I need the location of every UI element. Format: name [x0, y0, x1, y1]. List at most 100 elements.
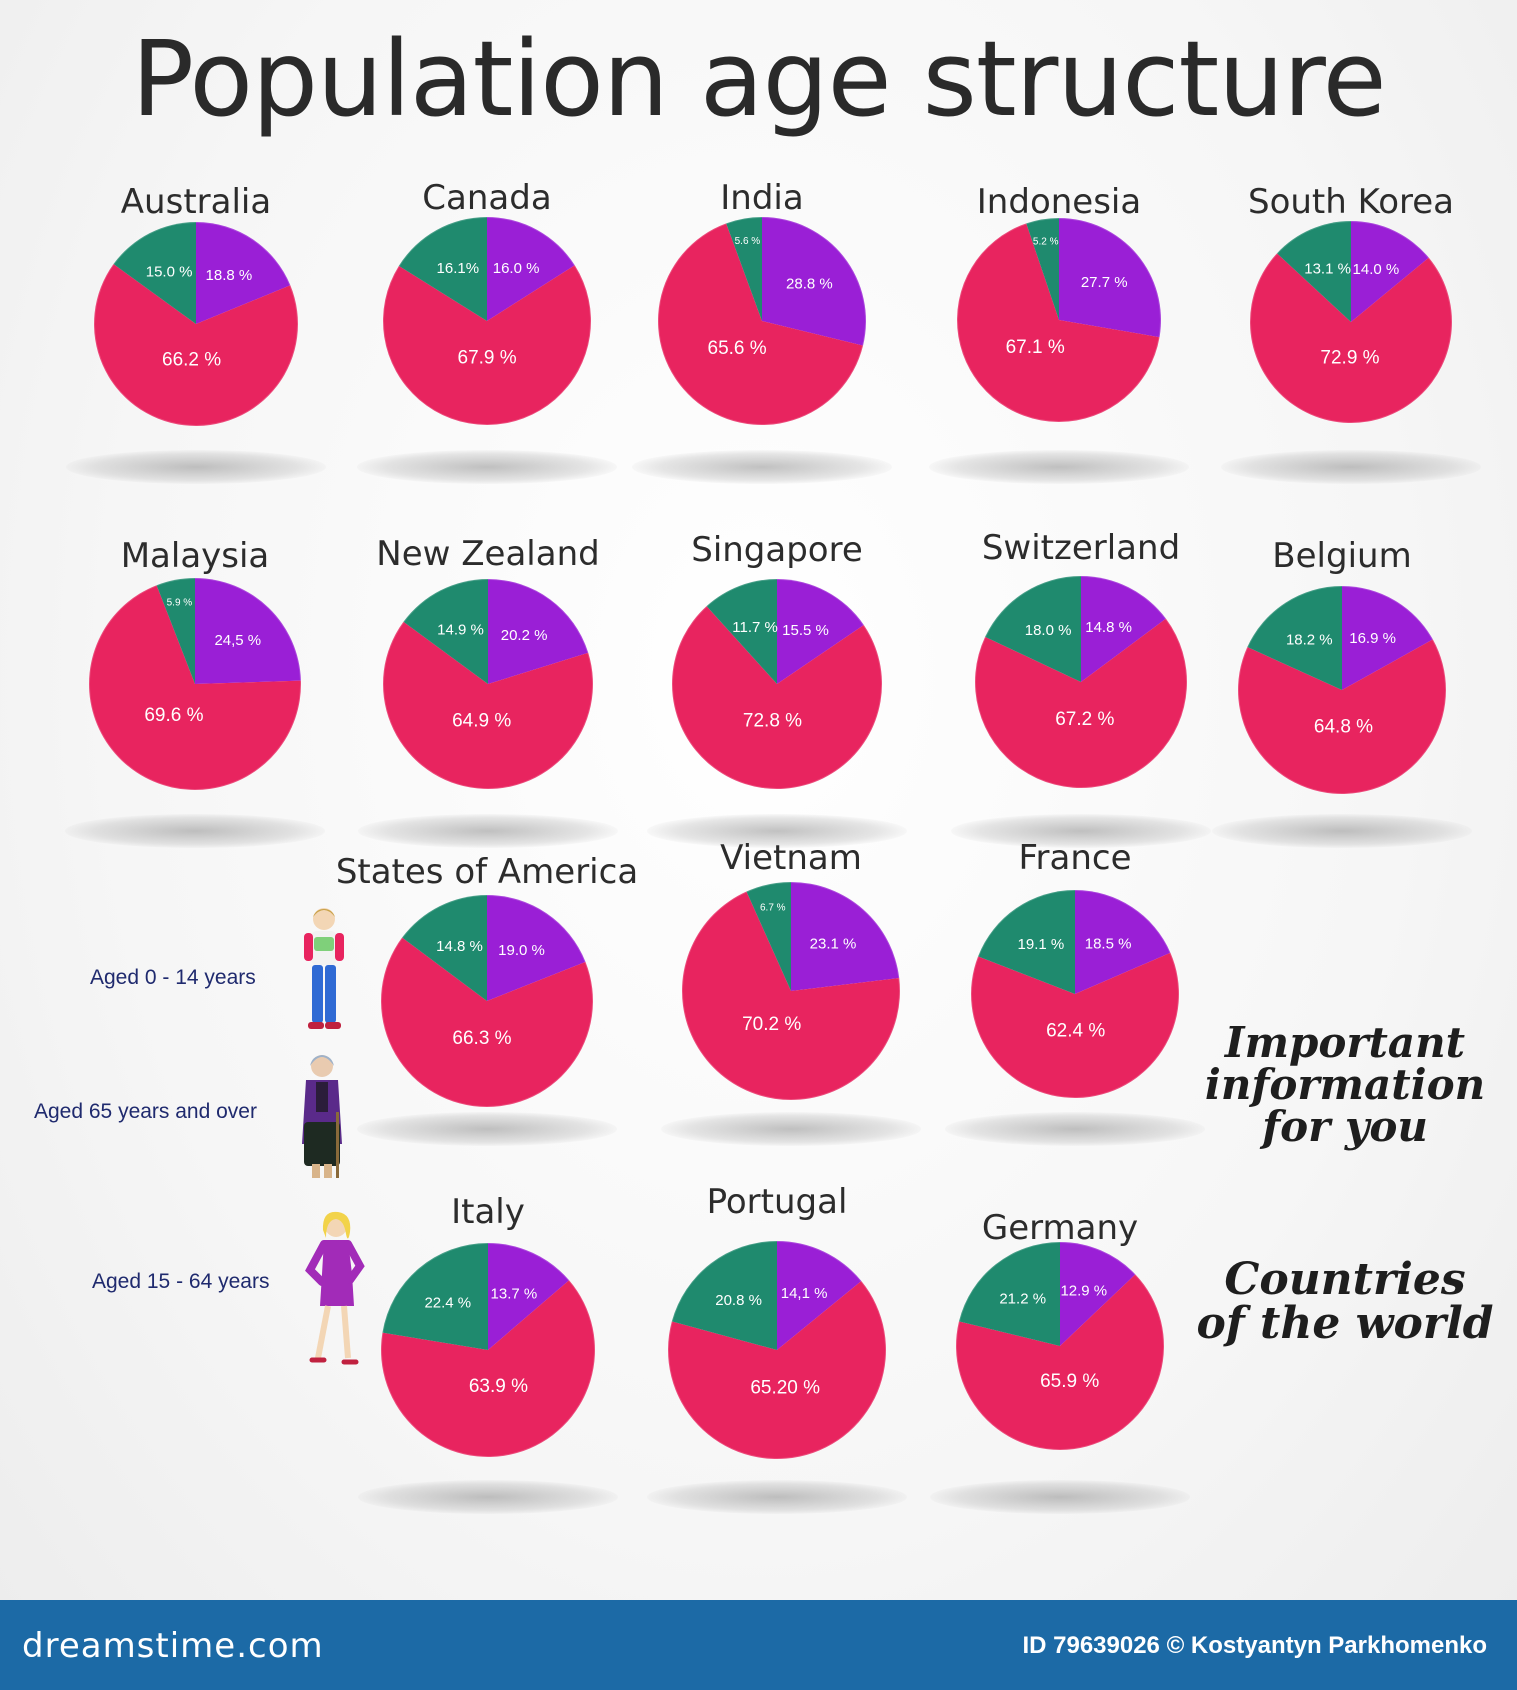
pie-chart-france: 18.5 % 62.4 % 19.1 %: [970, 889, 1180, 1099]
data-label-aged-15-64: 64.8 %: [1314, 716, 1373, 737]
pie-slice-aged-65-over: [726, 217, 762, 321]
pie-slice-aged-15-64: [667, 1280, 886, 1460]
pie-slice-aged-0-14: [791, 882, 900, 991]
pie-slice-aged-0-14: [196, 222, 291, 324]
data-label-aged-65-over: 20.8 %: [715, 1292, 762, 1309]
pie-chart-italy: 13.7 % 63.9 % 22.4 %: [380, 1242, 596, 1458]
pie-slice-aged-0-14: [488, 1243, 570, 1350]
pie-chart-germany: 12.9 % 65.9 % 21.2 %: [955, 1241, 1165, 1451]
pie-chart-switzerland: 14.8 % 67.2 % 18.0 %: [974, 575, 1188, 789]
data-label-aged-65-over: 18.2 %: [1286, 631, 1333, 648]
pie-chart-south-korea: 14.0 % 72.9 % 13.1 %: [1249, 220, 1453, 424]
pie-slice-aged-0-14: [487, 217, 575, 321]
data-label-aged-15-64: 72.8 %: [743, 711, 802, 732]
data-label-aged-0-14: 27.7 %: [1081, 274, 1128, 291]
pie-slice-aged-15-64: [94, 264, 299, 426]
data-label-aged-0-14: 18.5 %: [1085, 936, 1132, 953]
pie-rim: [974, 575, 1188, 789]
pie-shadow-switzerland: [951, 814, 1211, 848]
pie-rim: [1249, 220, 1453, 424]
data-label-aged-65-over: 13.1 %: [1304, 260, 1351, 277]
pie-slice-aged-0-14: [487, 895, 586, 1001]
pie-chart-portugal: 14,1 % 65.20 % 20.8 %: [667, 1240, 887, 1460]
country-name-belgium: Belgium: [1272, 536, 1412, 576]
pie-shadow-germany: [930, 1480, 1190, 1514]
pie-chart-indonesia: 27.7 % 67.1 % 5.2 %: [956, 217, 1162, 423]
pie-slice-aged-15-64: [89, 585, 302, 790]
data-label-aged-0-14: 20.2 %: [501, 627, 548, 644]
pie-shadow-australia: [66, 450, 326, 484]
pie-slice-aged-65-over: [403, 579, 488, 684]
pie-slice-aged-65-over: [746, 882, 791, 991]
pie-rim: [1237, 585, 1447, 795]
pie-chart-malaysia: 24,5 % 69.6 % 5.9 %: [88, 577, 302, 791]
pie-slice-aged-0-14: [762, 217, 867, 346]
countries-of-the-world-text: Countries of the world: [1195, 1258, 1495, 1346]
data-label-aged-0-14: 12.9 %: [1060, 1283, 1107, 1300]
pie-rim: [671, 578, 883, 790]
pie-slice-aged-65-over: [985, 576, 1081, 682]
country-name-germany: Germany: [981, 1208, 1139, 1248]
country-name-portugal: Portugal: [706, 1182, 848, 1222]
pie-slice-aged-15-64: [955, 1274, 1164, 1451]
country-name-india: India: [720, 178, 804, 218]
pie-slice-aged-15-64: [658, 223, 864, 425]
pie-slice-aged-15-64: [1237, 639, 1446, 795]
country-name-malaysia: Malaysia: [120, 536, 270, 576]
data-label-aged-15-64: 64.9 %: [452, 710, 511, 731]
pie-chart-australia: 18.8 % 66.2 % 15.0 %: [93, 221, 299, 427]
data-label-aged-0-14: 14.8 %: [1085, 619, 1132, 636]
data-label-aged-15-64: 67.2 %: [1055, 709, 1114, 730]
pie-slice-aged-65-over: [382, 1243, 488, 1350]
pie-slice-aged-65-over: [671, 1241, 777, 1350]
pie-chart-belgium: 16.9 % 64.8 % 18.2 %: [1237, 585, 1447, 795]
country-name-vietnam: Vietnam: [720, 838, 862, 878]
pie-slice-aged-65-over: [1276, 221, 1351, 322]
page-title: Population age structure: [131, 18, 1386, 140]
pie-shadow-states-of-america: [357, 1112, 617, 1146]
pie-rim: [88, 577, 302, 791]
footer-credit: ID 79639026 © Kostyantyn Parkhomenko: [1022, 1632, 1487, 1659]
footer-brand[interactable]: dreamstime.com: [22, 1626, 324, 1666]
data-label-aged-65-over: 6.7 %: [760, 903, 786, 914]
data-label-aged-0-14: 23.1 %: [810, 936, 857, 953]
pie-rim: [956, 217, 1162, 423]
pie-slice-aged-15-64: [380, 937, 593, 1107]
legend-label-aged-15-64: Aged 15 - 64 years: [92, 1270, 270, 1293]
data-label-aged-15-64: 70.2 %: [742, 1014, 801, 1035]
pie-slice-aged-65-over: [958, 1242, 1060, 1346]
pie-chart-states-of-america: 19.0 % 66.3 % 14.8 %: [380, 894, 594, 1108]
data-label-aged-0-14: 28.8 %: [786, 276, 833, 293]
data-label-aged-65-over: 11.7 %: [732, 619, 778, 636]
pie-slice-aged-0-14: [1351, 221, 1429, 322]
data-label-aged-65-over: 22.4 %: [424, 1295, 471, 1312]
data-label-aged-0-14: 16.9 %: [1349, 630, 1396, 647]
country-name-canada: Canada: [422, 178, 552, 218]
country-name-switzerland: Switzerland: [981, 528, 1181, 568]
data-label-aged-0-14: 24,5 %: [214, 632, 261, 649]
pie-shadow-south-korea: [1221, 450, 1481, 484]
pie-slice-aged-0-14: [1060, 1242, 1136, 1346]
data-label-aged-0-14: 14,1 %: [781, 1285, 828, 1302]
pie-shadow-malaysia: [65, 814, 325, 848]
data-label-aged-15-64: 72.9 %: [1320, 347, 1379, 368]
country-name-states-of-america: States of America: [335, 852, 639, 892]
pie-slice-aged-65-over: [398, 217, 487, 321]
pie-chart-new-zealand: 20.2 % 64.9 % 14.9 %: [382, 578, 594, 790]
pie-chart-vietnam: 23.1 % 70.2 % 6.7 %: [681, 881, 901, 1101]
elderly-woman-icon: [302, 1055, 342, 1178]
pie-rim: [657, 216, 867, 426]
data-label-aged-0-14: 19.0 %: [498, 942, 545, 959]
child-icon: [304, 908, 344, 1029]
country-name-indonesia: Indonesia: [976, 182, 1142, 222]
data-label-aged-65-over: 5.9 %: [167, 598, 193, 609]
data-label-aged-65-over: 5.2 %: [1033, 237, 1059, 248]
legend-label-aged-0-14: Aged 0 - 14 years: [90, 966, 256, 989]
pie-shadow-portugal: [647, 1480, 907, 1514]
pie-slice-aged-0-14: [1342, 586, 1433, 690]
data-label-aged-15-64: 66.2 %: [162, 350, 221, 371]
country-name-south-korea: South Korea: [1247, 182, 1454, 222]
country-name-new-zealand: New Zealand: [376, 534, 600, 574]
pie-slice-aged-0-14: [1059, 218, 1162, 338]
data-label-aged-15-64: 65.20 %: [750, 1377, 820, 1398]
